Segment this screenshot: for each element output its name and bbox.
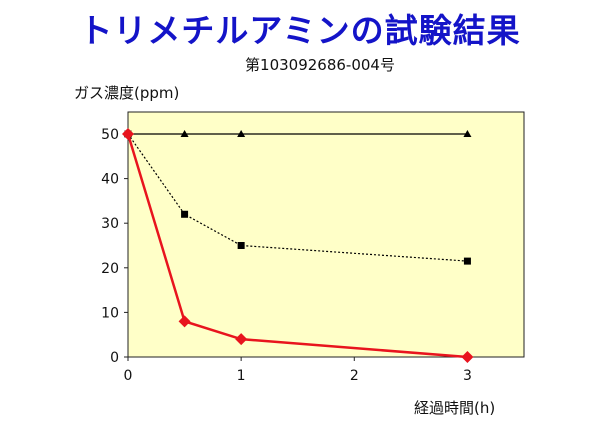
series-line [127,133,468,262]
diamond-marker [235,333,248,346]
x-tick-label: 2 [350,368,359,384]
y-tick-label: 0 [110,350,119,366]
series-layer [122,128,474,363]
series-line [126,133,468,359]
diamond-marker [461,351,474,363]
x-tick-label: 3 [463,368,472,384]
y-axis-label: ガス濃度(ppm) [74,84,180,102]
diamond-marker [122,128,134,140]
y-tick-label: 20 [101,261,119,277]
y-tick-label: 30 [101,216,119,232]
diamond-marker [178,315,191,328]
series-diamond [122,128,474,363]
square-marker [463,257,471,265]
square-marker [237,242,245,249]
triangle-marker [463,130,472,137]
y-tick-label: 10 [101,305,119,321]
x-tick-label: 1 [237,368,246,384]
triangle-marker [180,130,189,137]
y-axis: 0 10 20 30 40 50 [101,127,128,366]
y-tick-label: 40 [101,172,119,188]
plot-area [127,111,525,358]
chart-title: トリメチルアミンの試験結果 [79,11,521,50]
chart-subtitle: 第103092686-004号 [245,56,395,74]
x-axis: 0 1 2 3 [124,357,472,384]
x-tick-label: 0 [124,368,133,384]
triangle-marker [237,130,246,137]
x-axis-label: 経過時間(h) [414,399,496,417]
y-tick-label: 50 [101,127,119,143]
square-marker [181,210,189,218]
